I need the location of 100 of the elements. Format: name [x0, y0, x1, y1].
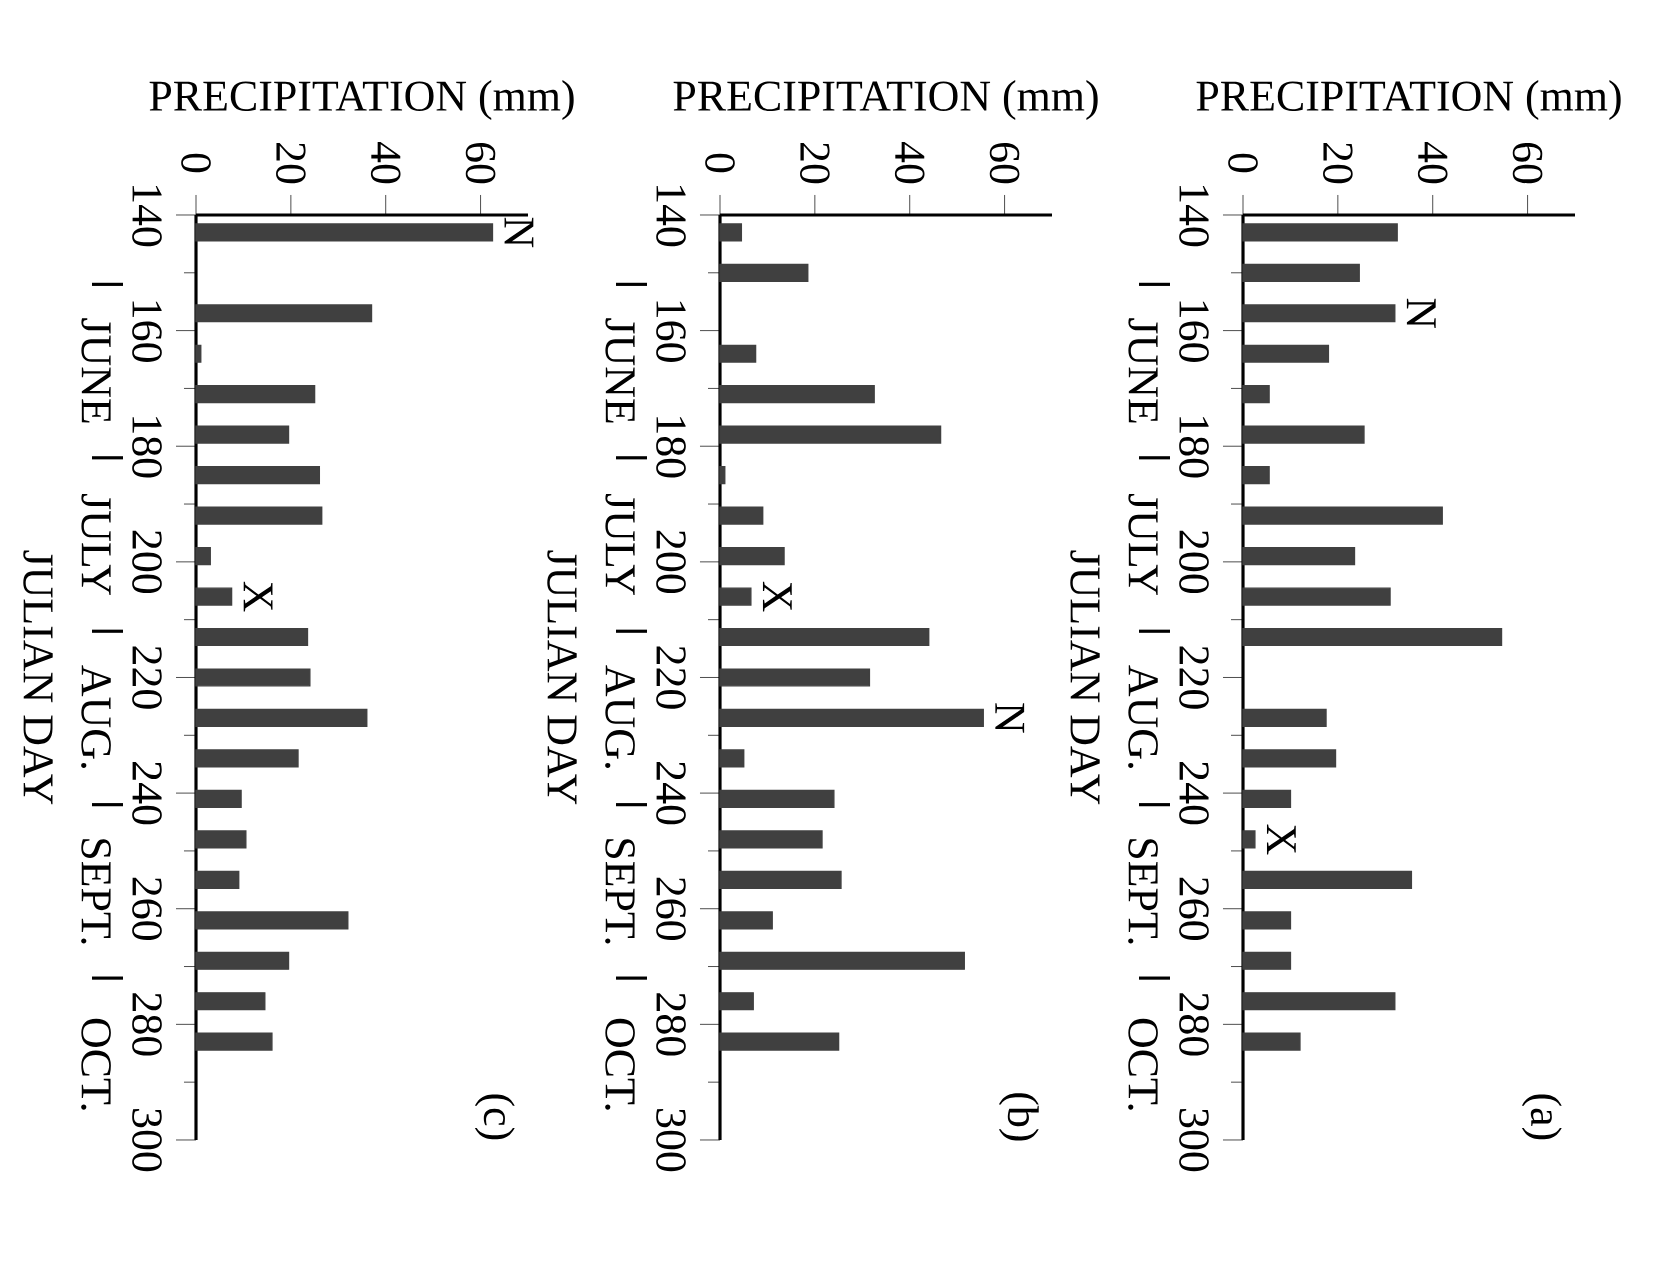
- y-tick-label: 140: [132, 185, 162, 247]
- text: AUG.: [605, 665, 635, 769]
- x-tick-label: 20: [800, 142, 830, 184]
- text: OCT.: [81, 1018, 111, 1110]
- y-tick-label: 200: [132, 530, 162, 594]
- text: JUNE: [605, 318, 635, 423]
- text: JUNE: [81, 318, 111, 423]
- y-tick-label: 220: [132, 646, 162, 709]
- annotation: X: [243, 581, 273, 612]
- y-tick-label: 180: [1179, 417, 1209, 478]
- bar: [195, 627, 309, 647]
- bar: [719, 749, 745, 768]
- bar: [1242, 951, 1292, 970]
- x-tick-label: 20: [276, 142, 306, 184]
- x-tick-label: 40: [1417, 141, 1448, 184]
- x-tick-label: 60: [989, 142, 1020, 184]
- bar: [195, 870, 240, 889]
- bar: [1242, 344, 1330, 363]
- text: JULY: [81, 494, 111, 595]
- y-tick-label: 260: [132, 877, 162, 941]
- bar: [719, 506, 764, 525]
- bar: [1242, 466, 1270, 485]
- bar: [195, 911, 349, 930]
- y-tick-label: 280: [1179, 993, 1209, 1056]
- bar: [1242, 627, 1503, 647]
- bar: [719, 870, 842, 889]
- text: JULY: [605, 494, 635, 595]
- x-tick-label: 40: [370, 141, 401, 184]
- annotation: (b): [998, 1093, 1039, 1141]
- bar: [719, 1032, 840, 1051]
- y-tick-label: 220: [656, 646, 686, 709]
- bar: [195, 749, 299, 768]
- y-axis-title: JULIAN DAY: [547, 550, 577, 805]
- bar: [1242, 911, 1292, 930]
- y-tick-label: 300: [132, 1109, 162, 1172]
- y-tick-label: 140: [1179, 185, 1209, 247]
- bar: [195, 344, 202, 363]
- bar: [195, 385, 316, 404]
- y-tick-label: 280: [656, 993, 686, 1056]
- bar: [719, 466, 726, 485]
- text: OCT.: [605, 1018, 635, 1110]
- y-tick-label: 160: [656, 301, 686, 362]
- x-tick-label: 0: [705, 153, 735, 173]
- y-tick-label: 140: [656, 185, 686, 247]
- y-tick-label: 220: [1179, 646, 1209, 709]
- annotation: N: [1406, 298, 1436, 329]
- bar: [719, 911, 773, 930]
- bar: [195, 547, 211, 566]
- bar: [1242, 385, 1270, 404]
- x-tick-label: 20: [1323, 142, 1353, 184]
- x-tick-label: 0: [1228, 153, 1258, 173]
- y-tick-label: 160: [1179, 301, 1209, 362]
- x-axis-title: PRECIPITATION (mm): [673, 80, 1098, 120]
- bar: [719, 385, 875, 404]
- y-tick-label: 280: [132, 993, 162, 1056]
- y-tick-label: 160: [132, 301, 162, 362]
- text: JULY: [1128, 494, 1158, 595]
- y-tick-label: 200: [1179, 530, 1209, 594]
- bar: [1242, 830, 1256, 849]
- bar: [195, 1032, 273, 1051]
- bar: [195, 951, 290, 970]
- y-tick-label: 260: [1179, 877, 1209, 941]
- bar: [719, 344, 757, 363]
- bar: [195, 789, 242, 808]
- bar: [719, 789, 835, 808]
- text: AUG.: [1128, 665, 1158, 769]
- y-axis-title: JULIAN DAY: [23, 550, 53, 805]
- bar: [1242, 587, 1391, 606]
- y-tick-label: 240: [656, 762, 686, 825]
- y-tick-label: 240: [132, 762, 162, 825]
- bar: [719, 992, 754, 1011]
- y-tick-label: 200: [656, 530, 686, 594]
- bar: [1242, 749, 1337, 768]
- x-tick-label: 0: [181, 153, 211, 173]
- bar: [195, 708, 368, 728]
- bar: [1242, 1032, 1301, 1051]
- bar: [719, 830, 823, 849]
- x-tick-label: 40: [894, 141, 925, 184]
- bar: [1242, 992, 1396, 1011]
- bar: [1242, 708, 1327, 728]
- annotation: N: [995, 703, 1025, 733]
- annotation: (a): [1521, 1094, 1562, 1140]
- bar: [195, 425, 290, 444]
- bar: [719, 627, 930, 647]
- bar: [195, 223, 494, 242]
- bar: [719, 547, 785, 566]
- y-axis-title: JULIAN DAY: [1070, 550, 1100, 805]
- y-tick-label: 240: [1179, 762, 1209, 825]
- bar: [1242, 223, 1398, 242]
- bar: [195, 506, 323, 525]
- bar: [1242, 547, 1356, 566]
- bar: [1242, 263, 1360, 282]
- bar: [1242, 304, 1396, 323]
- x-tick-label: 60: [1512, 142, 1543, 184]
- bar: [195, 668, 311, 687]
- bar: [719, 263, 809, 282]
- text: SEPT.: [605, 839, 635, 944]
- y-tick-label: 260: [656, 877, 686, 941]
- text: OCT.: [1128, 1018, 1158, 1110]
- bar: [1242, 506, 1443, 525]
